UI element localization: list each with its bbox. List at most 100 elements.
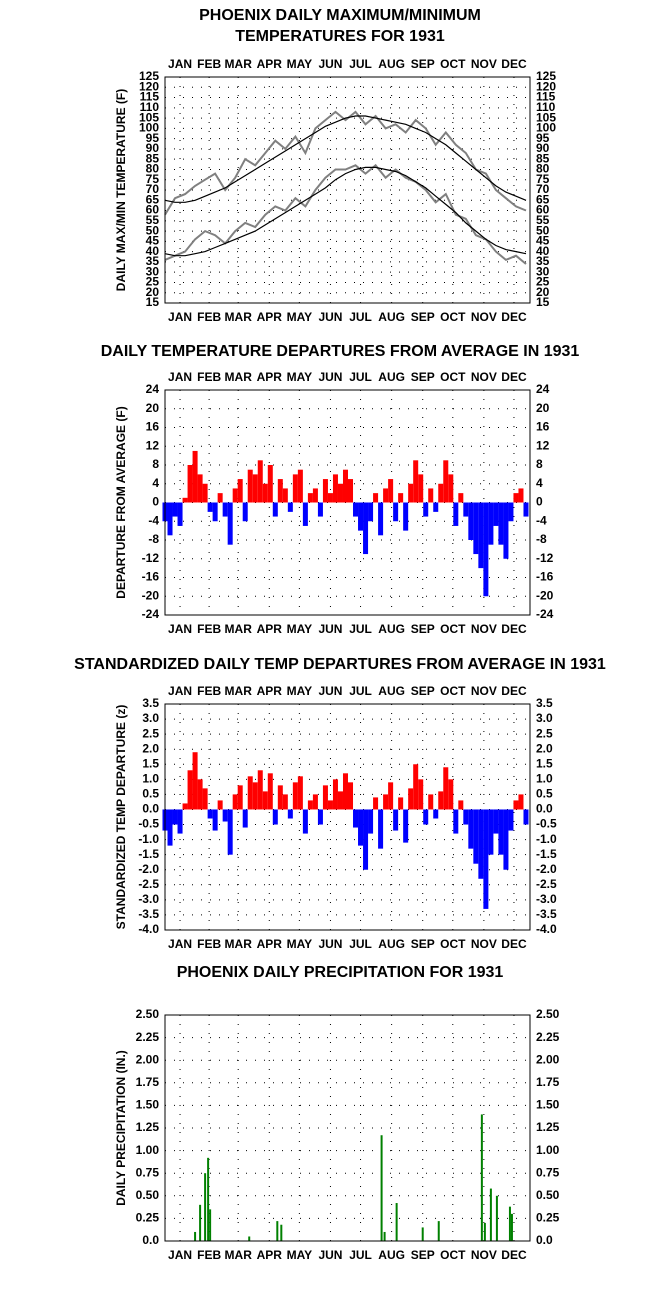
chart-title: DAILY TEMPERATURE DEPARTURES FROM AVERAG… — [101, 343, 580, 360]
x-tick-label: AUG — [378, 310, 405, 324]
bar — [177, 502, 183, 526]
x-tick-label: NOV — [471, 937, 497, 951]
bar — [478, 809, 484, 879]
y-tick-label: 4 — [152, 476, 159, 490]
x-tick-label: JUL — [349, 57, 372, 71]
y-tick-label: 25 — [536, 275, 550, 289]
bar — [443, 460, 449, 503]
y-tick-label: -20 — [142, 588, 160, 602]
bar — [172, 502, 178, 517]
y-tick-label: 12 — [146, 438, 160, 452]
bar — [332, 779, 338, 810]
y-tick-label: -3.5 — [536, 907, 557, 921]
y-tick-label: 1.00 — [536, 1143, 560, 1157]
y-tick-label: 30 — [536, 264, 550, 278]
y-tick-label: 1.0 — [536, 772, 553, 786]
bar — [252, 782, 258, 810]
plot-frame — [164, 76, 531, 304]
y-tick-label: 85 — [536, 151, 550, 165]
x-tick-label: FEB — [197, 1248, 221, 1262]
bar — [458, 493, 464, 503]
x-tick-label: MAY — [287, 937, 313, 951]
bar — [480, 1114, 483, 1241]
y-tick-label: 24 — [536, 382, 550, 396]
x-tick-label: JUN — [318, 937, 342, 951]
y-tick-label: 3.0 — [536, 711, 553, 725]
bar — [393, 809, 399, 831]
bar — [207, 809, 213, 819]
bar — [276, 1221, 279, 1241]
y-tick-label: 12 — [536, 438, 550, 452]
x-tick-label: JUL — [349, 937, 372, 951]
bar — [302, 809, 308, 834]
x-tick-label: OCT — [440, 310, 466, 324]
bar — [237, 479, 243, 503]
y-tick-label: 8 — [152, 457, 159, 471]
bar — [262, 791, 268, 810]
x-tick-label: APR — [257, 622, 283, 636]
bar — [523, 809, 529, 825]
bar — [358, 809, 364, 846]
bar — [393, 502, 399, 522]
x-tick-label: FEB — [197, 310, 221, 324]
y-tick-label: 105 — [139, 110, 159, 124]
x-tick-label: FEB — [197, 622, 221, 636]
x-tick-label: SEP — [411, 1248, 435, 1262]
x-tick-label: FEB — [197, 937, 221, 951]
bar — [398, 493, 404, 503]
bar — [348, 479, 354, 503]
y-tick-label: -4 — [536, 513, 547, 527]
bar — [428, 794, 434, 810]
y-tick-label: 2.5 — [536, 726, 553, 740]
x-tick-label: OCT — [440, 684, 466, 698]
bar — [478, 502, 484, 569]
y-tick-label: 1.25 — [536, 1120, 560, 1134]
bar — [383, 1231, 386, 1241]
y-tick-label: -24 — [142, 607, 160, 621]
y-tick-label: 16 — [536, 420, 550, 434]
x-tick-label: JAN — [168, 370, 192, 384]
bar — [222, 809, 228, 822]
x-tick-label: NOV — [471, 370, 497, 384]
bar — [383, 488, 389, 503]
x-tick-label: NOV — [471, 57, 497, 71]
x-tick-label: OCT — [440, 937, 466, 951]
bar — [413, 460, 419, 503]
bar — [252, 474, 258, 503]
bar — [332, 474, 338, 503]
y-tick-label: -0.5 — [536, 817, 557, 831]
y-tick-label: 1.5 — [536, 756, 553, 770]
y-tick-label: 55 — [536, 213, 550, 227]
y-tick-label: -2.5 — [536, 877, 557, 891]
x-tick-label: JUN — [318, 370, 342, 384]
y-tick-label: 35 — [536, 254, 550, 268]
series-line — [164, 115, 527, 203]
y-tick-label: 80 — [536, 162, 550, 176]
y-tick-label: 4 — [536, 476, 543, 490]
x-tick-label: NOV — [471, 310, 497, 324]
bar — [292, 474, 298, 503]
y-tick-label: 125 — [139, 69, 159, 83]
x-tick-label: JUN — [318, 622, 342, 636]
y-tick-label: 2.0 — [536, 741, 553, 755]
y-tick-label: 0.75 — [536, 1165, 560, 1179]
bar — [518, 794, 524, 810]
bar — [312, 794, 318, 810]
y-tick-label: 20 — [536, 401, 550, 415]
plot-frame — [164, 703, 531, 931]
y-tick-label: 80 — [146, 162, 160, 176]
x-tick-label: JAN — [168, 937, 192, 951]
chart: PHOENIX DAILY PRECIPITATION FOR 1931 DAIL… — [114, 964, 560, 1262]
bar — [421, 1227, 424, 1241]
bar — [217, 493, 223, 503]
y-tick-label: 100 — [139, 121, 159, 135]
y-tick-label: -1.0 — [536, 832, 557, 846]
y-tick-label: 0.5 — [536, 787, 553, 801]
x-tick-label: APR — [257, 684, 283, 698]
y-tick-label: 3.5 — [536, 696, 553, 710]
bar — [167, 502, 173, 536]
x-tick-label: SEP — [411, 622, 435, 636]
x-tick-label: MAR — [225, 937, 253, 951]
y-tick-label: 0.5 — [142, 787, 159, 801]
bar — [282, 794, 288, 810]
